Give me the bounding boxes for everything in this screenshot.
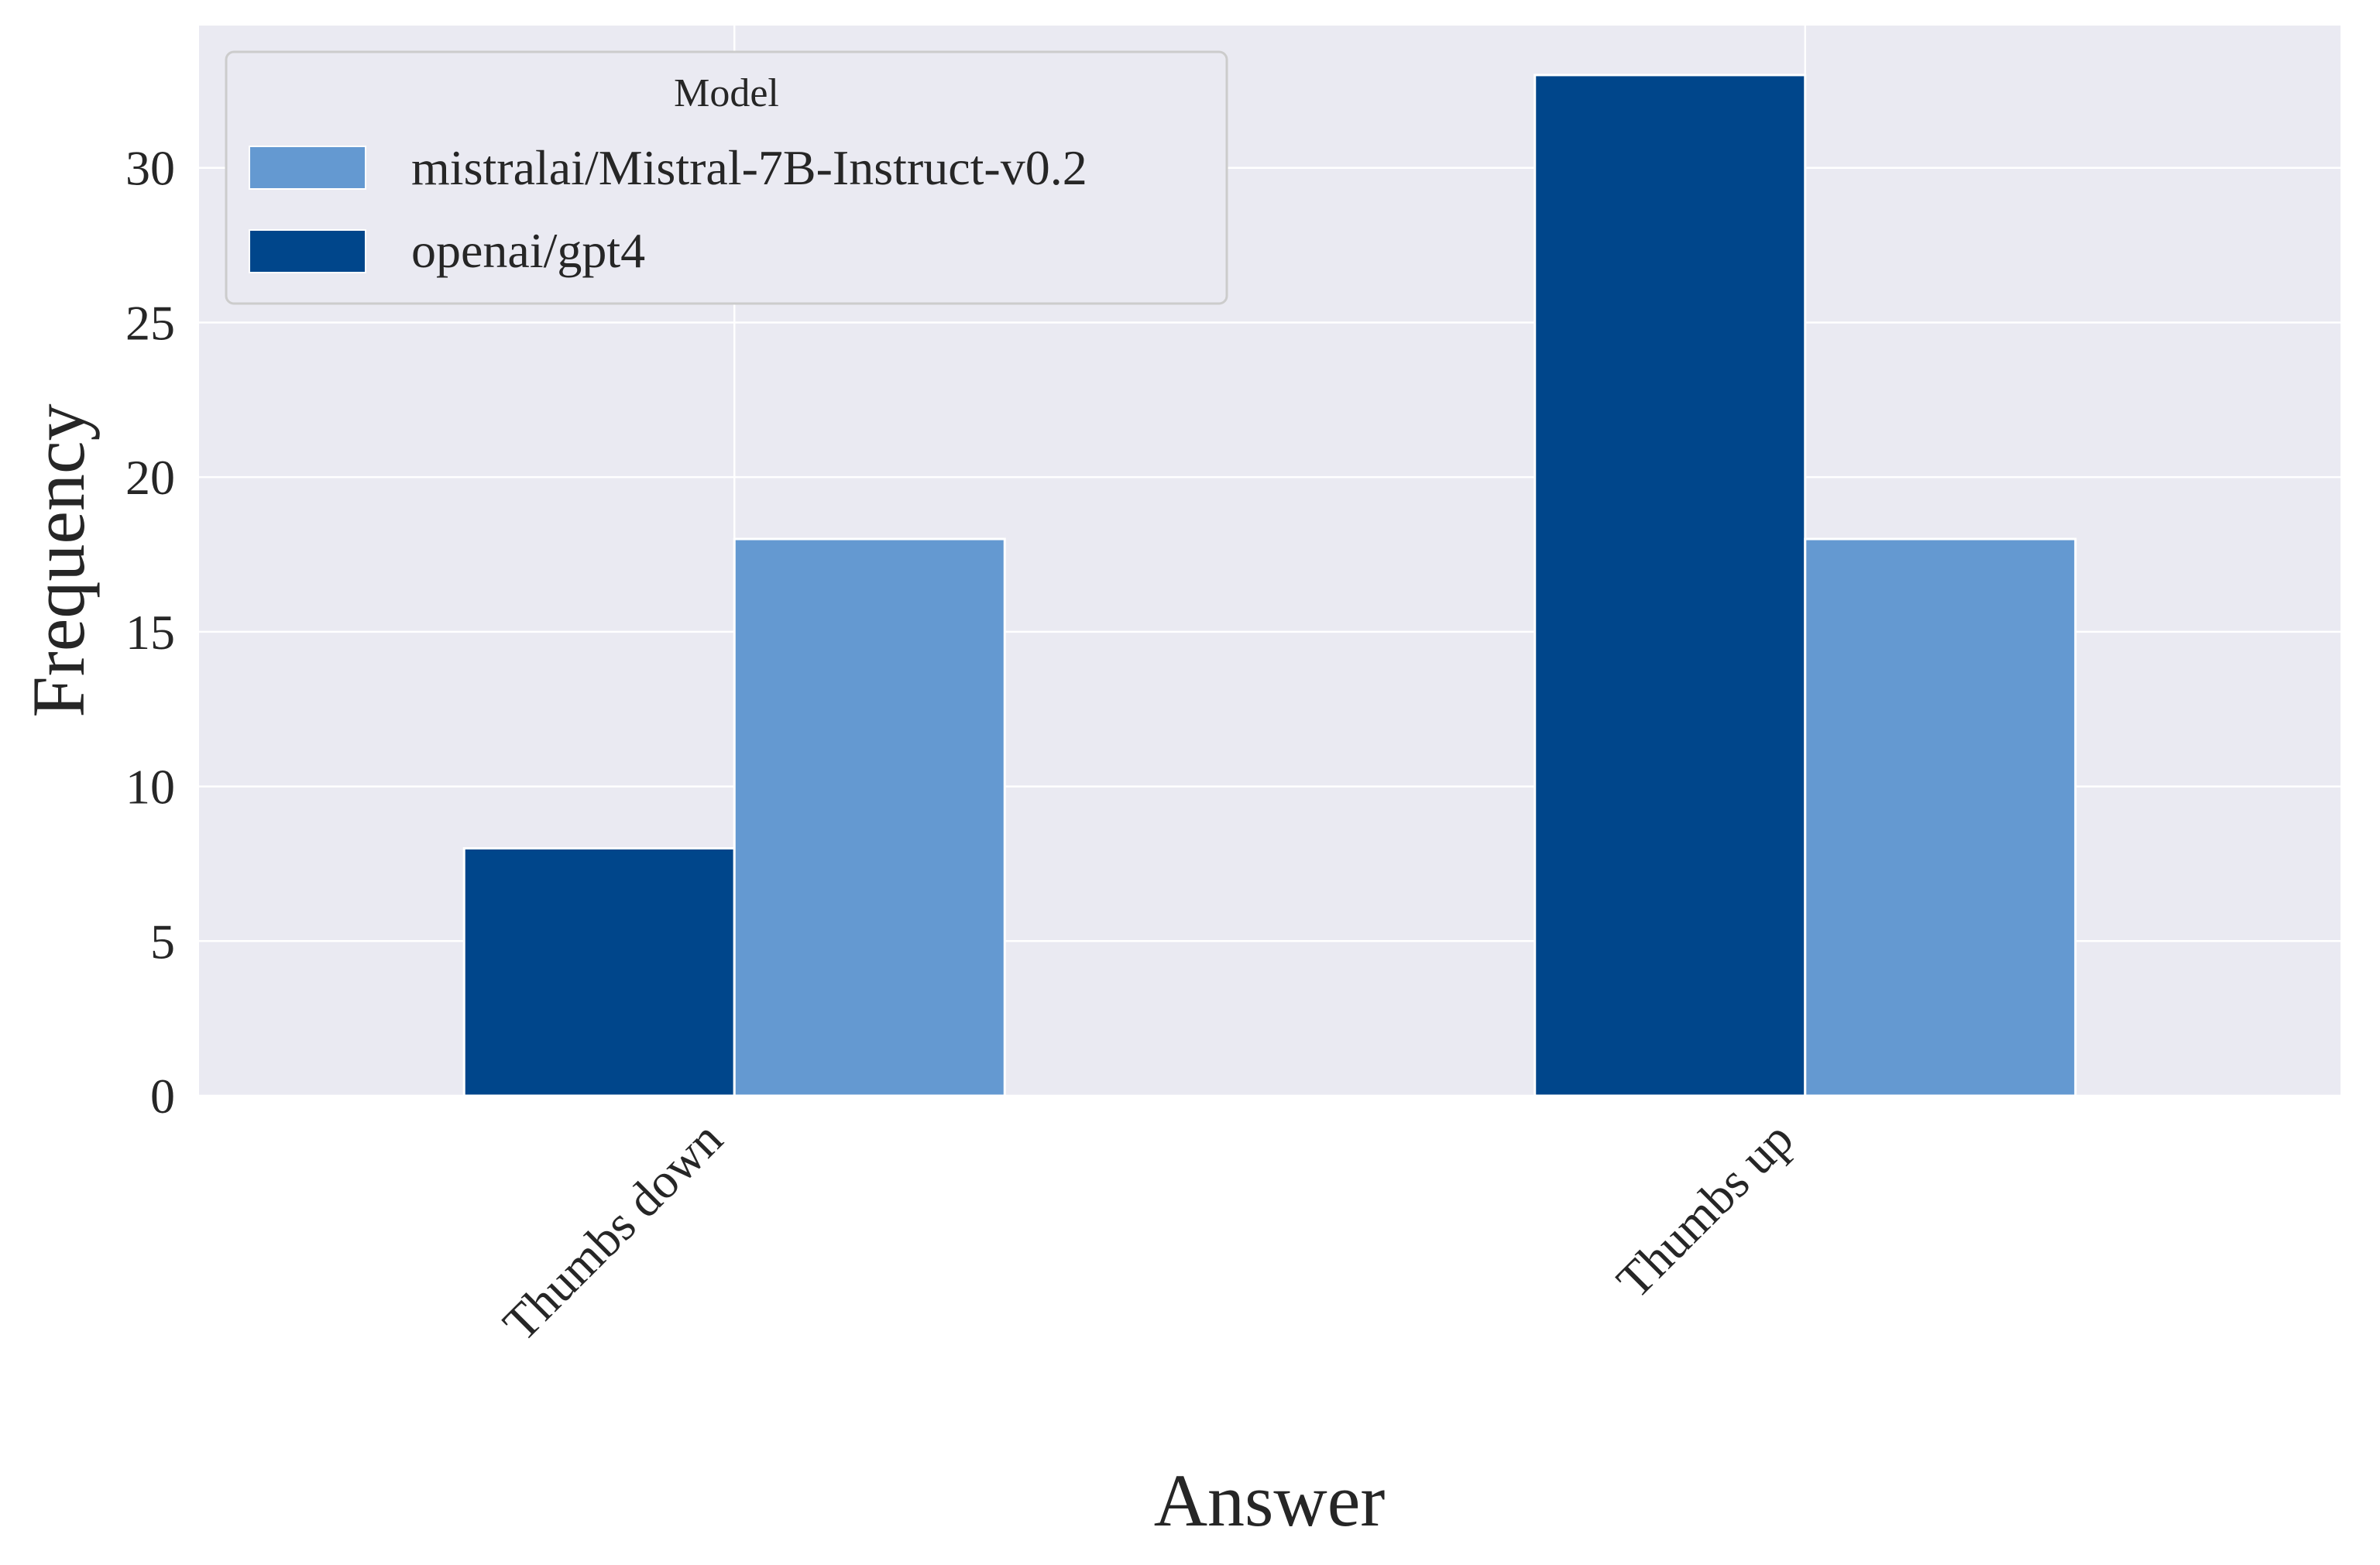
bar-gpt4-1 bbox=[1533, 74, 1807, 1097]
x-axis-title: Answer bbox=[1154, 1459, 1386, 1542]
x-tick-label: Thumbs up bbox=[1606, 1111, 1804, 1309]
y-tick-label: 5 bbox=[150, 914, 175, 969]
bar-mistral-1 bbox=[1804, 537, 2077, 1097]
y-axis-title: Frequency bbox=[17, 403, 100, 717]
y-tick-label: 20 bbox=[125, 450, 175, 505]
x-tick-label: Thumbs down bbox=[493, 1111, 733, 1351]
y-tick-label: 30 bbox=[125, 141, 175, 196]
bar-mistral-0 bbox=[733, 537, 1006, 1097]
bar-gpt4-0 bbox=[462, 846, 736, 1097]
bars bbox=[462, 74, 2077, 1097]
y-tick-label: 15 bbox=[125, 605, 175, 660]
x-tick-labels: Thumbs down Thumbs up bbox=[493, 1111, 1804, 1351]
y-tick-label: 25 bbox=[125, 295, 175, 350]
legend-swatch-gpt4 bbox=[249, 229, 366, 273]
y-tick-label: 10 bbox=[125, 760, 175, 815]
y-tick-labels: 0 5 10 15 20 25 30 bbox=[125, 141, 175, 1124]
legend-box bbox=[225, 50, 1228, 305]
legend-swatch-mistral bbox=[249, 146, 366, 190]
legend: Model mistralai/Mistral-7B-Instruct-v0.2… bbox=[225, 50, 1228, 305]
y-tick-label: 0 bbox=[150, 1069, 175, 1124]
legend-label-mistral: mistralai/Mistral-7B-Instruct-v0.2 bbox=[411, 140, 1087, 195]
legend-label-gpt4: openai/gpt4 bbox=[411, 223, 645, 278]
legend-title: Model bbox=[674, 71, 779, 115]
